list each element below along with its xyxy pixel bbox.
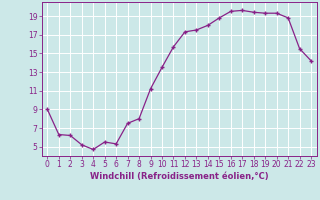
X-axis label: Windchill (Refroidissement éolien,°C): Windchill (Refroidissement éolien,°C) xyxy=(90,172,268,181)
